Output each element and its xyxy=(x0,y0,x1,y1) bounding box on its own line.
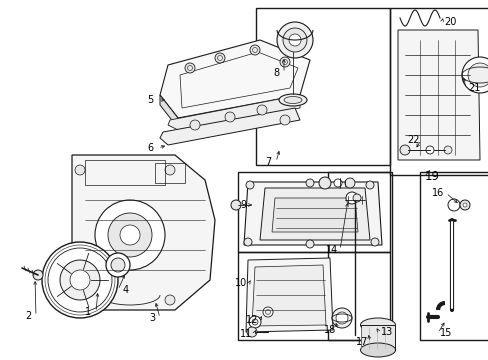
Circle shape xyxy=(346,192,357,204)
Circle shape xyxy=(230,200,241,210)
Circle shape xyxy=(461,57,488,93)
Circle shape xyxy=(280,57,289,67)
Polygon shape xyxy=(160,108,299,145)
Text: 7: 7 xyxy=(264,157,270,167)
Circle shape xyxy=(467,63,488,87)
Circle shape xyxy=(276,22,312,58)
Text: 17: 17 xyxy=(355,337,367,347)
Text: 8: 8 xyxy=(272,68,279,78)
Circle shape xyxy=(280,115,289,125)
Bar xyxy=(85,160,164,185)
Circle shape xyxy=(318,177,330,189)
Circle shape xyxy=(224,112,235,122)
Text: 18: 18 xyxy=(323,325,335,335)
Text: 3: 3 xyxy=(149,313,155,323)
Bar xyxy=(155,163,184,183)
Text: 13: 13 xyxy=(380,327,392,337)
Polygon shape xyxy=(260,188,369,240)
Polygon shape xyxy=(72,155,215,310)
Circle shape xyxy=(75,295,85,305)
Text: 16: 16 xyxy=(431,188,443,198)
Bar xyxy=(419,172,488,340)
Circle shape xyxy=(257,105,266,115)
Text: 5: 5 xyxy=(146,95,153,105)
Text: 19: 19 xyxy=(424,171,439,184)
Circle shape xyxy=(331,308,351,328)
Text: 4: 4 xyxy=(122,285,129,295)
Text: 14: 14 xyxy=(325,245,337,255)
Circle shape xyxy=(335,312,347,324)
Circle shape xyxy=(245,181,253,189)
Text: 10: 10 xyxy=(234,278,246,288)
Bar xyxy=(327,172,391,340)
Circle shape xyxy=(370,238,378,246)
Circle shape xyxy=(244,238,251,246)
Text: 1: 1 xyxy=(85,307,91,317)
Polygon shape xyxy=(168,95,299,130)
Text: 9: 9 xyxy=(240,200,245,210)
Ellipse shape xyxy=(279,94,306,106)
Circle shape xyxy=(345,178,354,188)
Circle shape xyxy=(365,181,373,189)
Circle shape xyxy=(305,240,313,248)
Text: 11: 11 xyxy=(240,329,252,339)
Circle shape xyxy=(33,270,43,280)
Bar xyxy=(389,8,488,175)
Circle shape xyxy=(333,179,341,187)
Circle shape xyxy=(246,327,257,337)
Circle shape xyxy=(443,146,451,154)
Circle shape xyxy=(215,53,224,63)
Circle shape xyxy=(462,203,466,207)
Bar xyxy=(256,8,389,165)
Circle shape xyxy=(70,270,90,290)
Circle shape xyxy=(95,200,164,270)
Polygon shape xyxy=(244,182,381,245)
Circle shape xyxy=(164,295,175,305)
Circle shape xyxy=(352,194,360,202)
Circle shape xyxy=(251,319,258,325)
Polygon shape xyxy=(397,30,479,160)
Circle shape xyxy=(42,242,118,318)
Ellipse shape xyxy=(360,343,395,357)
Text: 2: 2 xyxy=(25,311,31,321)
Circle shape xyxy=(249,45,260,55)
Text: 21: 21 xyxy=(467,83,479,93)
Circle shape xyxy=(399,145,409,155)
Ellipse shape xyxy=(360,318,395,332)
Bar xyxy=(238,172,389,252)
Text: 20: 20 xyxy=(443,17,455,27)
Bar xyxy=(360,325,394,350)
Circle shape xyxy=(248,316,261,328)
Ellipse shape xyxy=(284,96,302,104)
Circle shape xyxy=(75,165,85,175)
Circle shape xyxy=(288,34,301,46)
Circle shape xyxy=(263,307,272,317)
Circle shape xyxy=(120,225,140,245)
Circle shape xyxy=(184,63,195,73)
Circle shape xyxy=(425,146,433,154)
Circle shape xyxy=(305,179,313,187)
Polygon shape xyxy=(160,95,178,128)
Polygon shape xyxy=(160,40,309,118)
Polygon shape xyxy=(271,198,357,232)
Text: 15: 15 xyxy=(439,328,451,338)
Circle shape xyxy=(108,213,152,257)
Circle shape xyxy=(190,120,200,130)
Circle shape xyxy=(265,310,270,315)
Circle shape xyxy=(283,28,306,52)
Bar xyxy=(238,252,389,340)
Polygon shape xyxy=(251,265,325,326)
Text: 22: 22 xyxy=(406,135,418,145)
Circle shape xyxy=(164,165,175,175)
Circle shape xyxy=(60,260,100,300)
Circle shape xyxy=(459,200,469,210)
Text: 12: 12 xyxy=(245,315,258,325)
Polygon shape xyxy=(245,258,332,332)
Circle shape xyxy=(111,258,125,272)
Text: 6: 6 xyxy=(146,143,153,153)
Circle shape xyxy=(447,199,459,211)
Circle shape xyxy=(106,253,130,277)
